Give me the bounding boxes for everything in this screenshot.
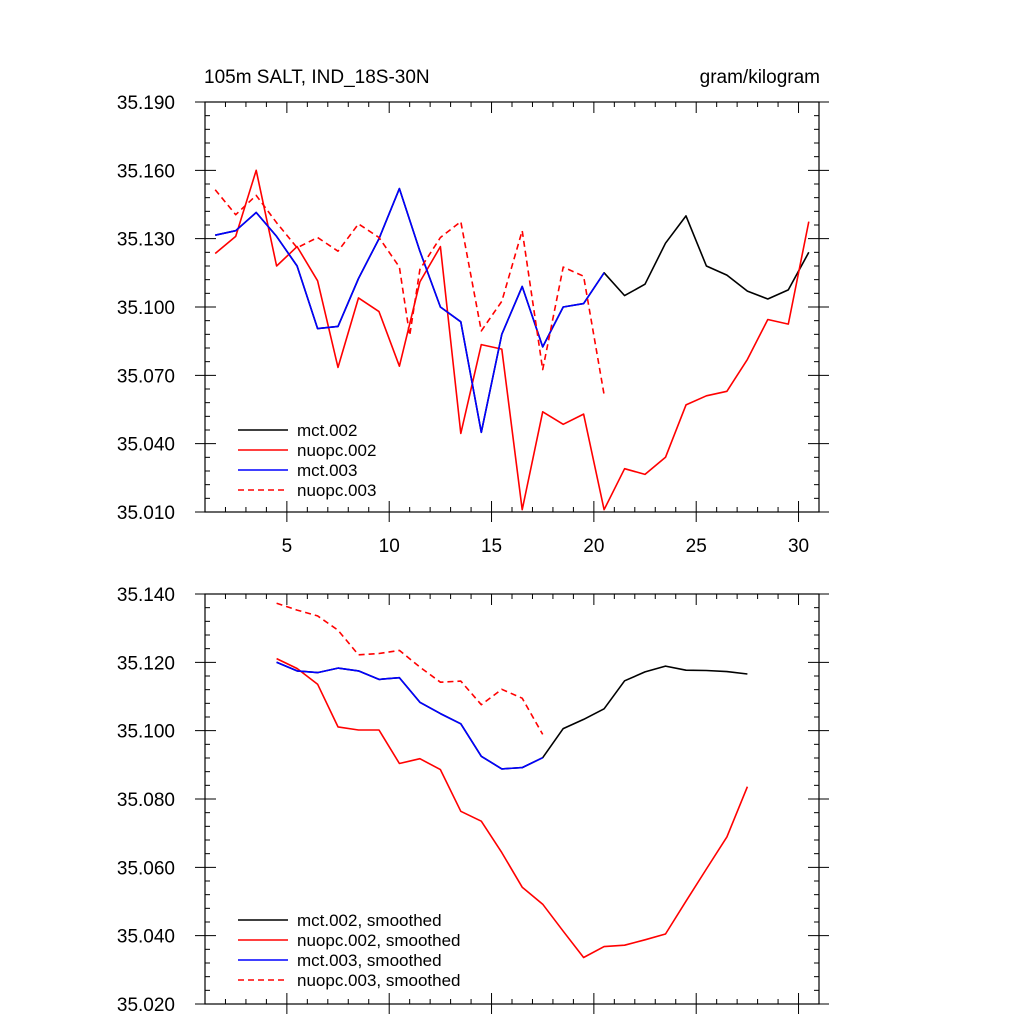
x-tick-label: 25 [686, 536, 707, 557]
bottom-panel: 35.020 35.040 35.060 35.080 35.100 35.120 35.1… [117, 585, 829, 1016]
y-tick-label: 35.070 [117, 366, 175, 387]
y-tick-label: 35.100 [117, 722, 175, 743]
series-line-nuopc-003 [214, 189, 605, 395]
legend-label: mct.002 [297, 421, 357, 440]
series-line-nuopc-002 [214, 169, 810, 511]
top-y-tick-labels: 35.010 35.040 35.070 35.100 35.130 35.160 35.1… [117, 93, 175, 524]
top-axis-ticks [195, 101, 829, 522]
y-tick-label: 35.130 [117, 230, 175, 251]
y-tick-label: 35.140 [117, 585, 175, 606]
y-tick-label: 35.060 [117, 858, 175, 879]
top-x-tick-labels: 5 10 15 20 25 30 [282, 536, 810, 557]
y-tick-label: 35.190 [117, 93, 175, 114]
series-line-nuopc-002-smoothed [276, 657, 749, 959]
bottom-y-tick-labels: 35.020 35.040 35.060 35.080 35.100 35.120 35.1… [117, 585, 175, 1016]
y-tick-label: 35.040 [117, 435, 175, 456]
series-line-mct-003-smoothed [276, 661, 544, 770]
legend-label: mct.003, smoothed [297, 951, 442, 970]
top-panel: 105m SALT, IND_18S-30N gram/kilogram 5 10… [117, 67, 829, 557]
y-tick-label: 35.160 [117, 161, 175, 182]
top-panel-title: 105m SALT, IND_18S-30N [204, 67, 430, 88]
top-series [214, 169, 810, 511]
y-tick-label: 35.020 [117, 995, 175, 1016]
x-tick-label: 5 [282, 536, 293, 557]
series-line-mct-002-smoothed [276, 661, 748, 770]
legend-label: mct.003 [297, 461, 357, 480]
y-tick-label: 35.100 [117, 298, 175, 319]
x-tick-label: 30 [788, 536, 809, 557]
legend-label: nuopc.002, smoothed [297, 931, 461, 950]
bottom-axis-ticks [195, 593, 829, 1014]
y-tick-label: 35.040 [117, 927, 175, 948]
legend-label: mct.002, smoothed [297, 911, 442, 930]
series-line-nuopc-003-smoothed [276, 602, 544, 735]
legend-label: nuopc.003 [297, 481, 376, 500]
legend-label: nuopc.003, smoothed [297, 971, 461, 990]
x-tick-label: 15 [481, 536, 502, 557]
bottom-series [276, 602, 749, 959]
y-tick-label: 35.010 [117, 503, 175, 524]
legend-label: nuopc.002 [297, 441, 376, 460]
x-tick-label: 20 [583, 536, 604, 557]
y-tick-label: 35.080 [117, 790, 175, 811]
top-panel-units: gram/kilogram [700, 67, 820, 88]
x-tick-label: 10 [379, 536, 400, 557]
y-tick-label: 35.120 [117, 653, 175, 674]
series-line-mct-003 [215, 187, 605, 434]
